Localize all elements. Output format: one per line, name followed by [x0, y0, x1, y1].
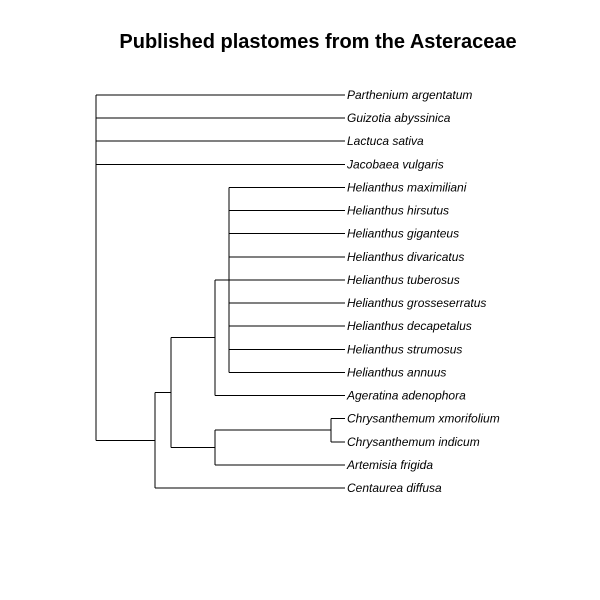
- tip-label: Jacobaea vulgaris: [346, 157, 444, 171]
- tip-label: Helianthus divaricatus: [347, 250, 464, 264]
- tip-label: Parthenium argentatum: [347, 88, 472, 102]
- tip-label: Helianthus grosseserratus: [347, 296, 486, 310]
- tip-label: Guizotia abyssinica: [347, 111, 451, 125]
- tip-label: Helianthus hirsutus: [347, 204, 449, 218]
- tip-label: Artemisia frigida: [346, 458, 433, 472]
- tip-label: Helianthus tuberosus: [347, 273, 460, 287]
- tip-label: Helianthus giganteus: [347, 227, 459, 241]
- tree-title: Published plastomes from the Asteraceae: [119, 31, 516, 53]
- tip-label: Centaurea diffusa: [347, 481, 442, 495]
- tip-label: Helianthus annuus: [347, 365, 446, 379]
- tip-label: Helianthus maximiliani: [347, 180, 467, 194]
- tree-tip-labels: Parthenium argentatum Guizotia abyssinica…: [346, 88, 500, 495]
- tip-label: Lactuca sativa: [347, 134, 424, 148]
- tip-label: Helianthus strumosus: [347, 342, 462, 356]
- tree-branches: [95, 94, 345, 489]
- tip-label: Ageratina adenophora: [346, 389, 466, 403]
- tip-label: Helianthus decapetalus: [347, 319, 472, 333]
- tip-label: Chrysanthemum xmorifolium: [347, 412, 500, 426]
- tip-label: Chrysanthemum indicum: [347, 435, 480, 449]
